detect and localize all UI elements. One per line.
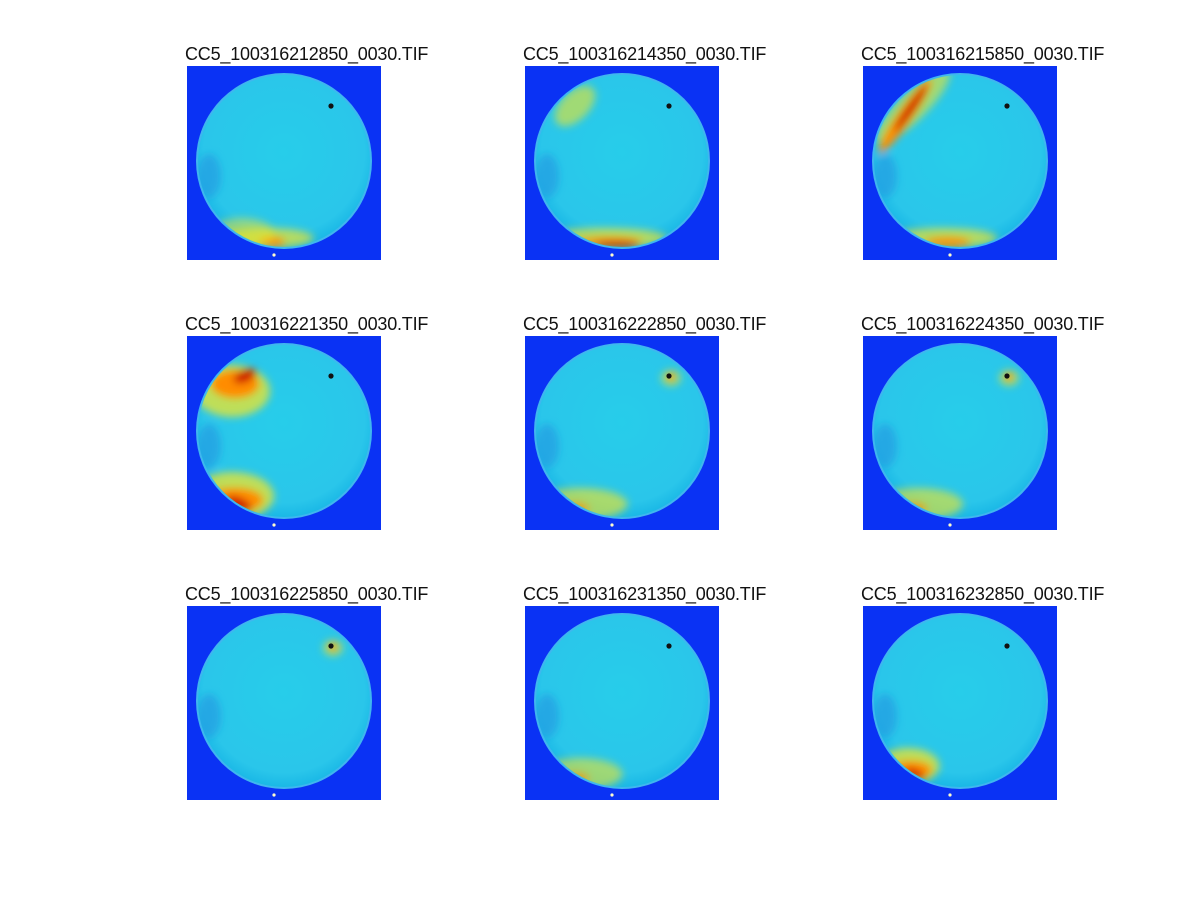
sky-image [525, 606, 719, 800]
panel-5: CC5_100316222850_0030.TIF [523, 314, 793, 544]
ne-marker [666, 103, 672, 109]
sky-image [863, 606, 1057, 800]
sky-image [525, 336, 719, 530]
panel-title: CC5_100316222850_0030.TIF [523, 314, 767, 334]
south-marker [948, 523, 952, 527]
panel-title: CC5_100316221350_0030.TIF [185, 314, 429, 334]
panel-6: CC5_100316224350_0030.TIF [861, 314, 1131, 544]
panel-9: CC5_100316232850_0030.TIF [861, 584, 1131, 814]
panel-title: CC5_100316232850_0030.TIF [861, 584, 1105, 604]
sky-disk [874, 615, 1046, 787]
sky-image [525, 66, 719, 260]
south-marker [948, 253, 952, 257]
panel-3: CC5_100316215850_0030.TIF [861, 44, 1131, 274]
panel-title: CC5_100316231350_0030.TIF [523, 584, 767, 604]
panel-title: CC5_100316214350_0030.TIF [523, 44, 767, 64]
panel-2: CC5_100316214350_0030.TIF [523, 44, 793, 274]
sky-disk [536, 615, 708, 787]
south-marker [948, 793, 952, 797]
panel-title: CC5_100316225850_0030.TIF [185, 584, 429, 604]
sky-image [187, 606, 381, 800]
south-marker [610, 523, 614, 527]
sky-disk [536, 345, 708, 517]
panel-4: CC5_100316221350_0030.TIF [185, 314, 455, 544]
ne-marker [1004, 103, 1010, 109]
panel-8: CC5_100316231350_0030.TIF [523, 584, 793, 814]
ne-marker [328, 103, 334, 109]
panel-title: CC5_100316224350_0030.TIF [861, 314, 1105, 334]
south-marker [610, 253, 614, 257]
panel-1: CC5_100316212850_0030.TIF [185, 44, 455, 274]
panel-7: CC5_100316225850_0030.TIF [185, 584, 455, 814]
sky-disk [198, 615, 370, 787]
ne-marker [666, 373, 672, 379]
panel-title: CC5_100316212850_0030.TIF [185, 44, 429, 64]
south-marker [272, 793, 276, 797]
ne-marker [328, 643, 334, 649]
sky-disk [874, 345, 1046, 517]
south-marker [272, 253, 276, 257]
ne-marker [1004, 373, 1010, 379]
sky-image [863, 66, 1057, 260]
sky-disk [198, 75, 370, 247]
sky-image [863, 336, 1057, 530]
ne-marker [666, 643, 672, 649]
south-marker [610, 793, 614, 797]
sky-image [187, 66, 381, 260]
south-marker [272, 523, 276, 527]
sky-image [187, 336, 381, 530]
panel-title: CC5_100316215850_0030.TIF [861, 44, 1105, 64]
ne-marker [328, 373, 334, 379]
ne-marker [1004, 643, 1010, 649]
